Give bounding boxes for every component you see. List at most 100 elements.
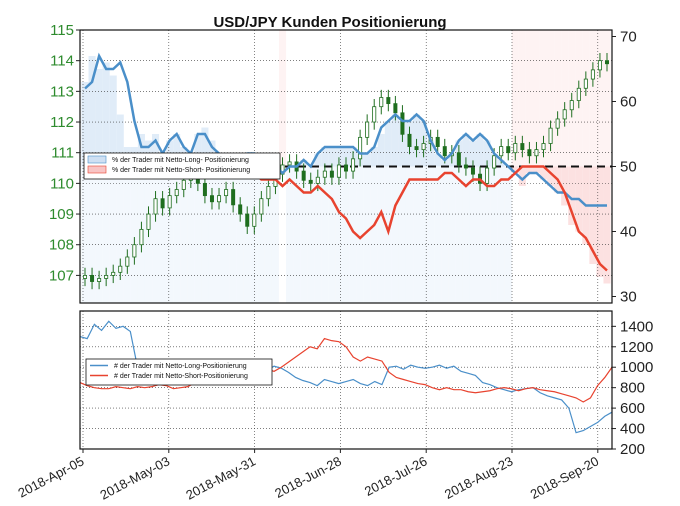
x-tick-label: 2018-Sep-20 [528, 453, 601, 502]
sentiment-band [321, 147, 329, 167]
sentiment-band-fill [405, 166, 414, 303]
sentiment-band-fill [589, 30, 597, 167]
left-tick-label: 113 [50, 83, 74, 100]
sentiment-band-fill [547, 30, 555, 167]
candle-body [231, 189, 236, 206]
sentiment-band [561, 166, 569, 206]
sentiment-band [476, 134, 484, 167]
sentiment-band [342, 147, 350, 167]
left-tick-label: 114 [50, 53, 74, 70]
candle-body [499, 146, 504, 157]
candle-body [209, 195, 214, 203]
sentiment-band [547, 166, 555, 186]
sentiment-band [391, 114, 399, 167]
sentiment-band [370, 147, 378, 167]
sentiment-band-fill [469, 166, 477, 303]
sentiment-band [116, 114, 124, 167]
sentiment-band [525, 166, 533, 173]
sentiment-band-fill [490, 166, 498, 303]
sentiment-band-fill [349, 166, 357, 303]
right-tick-label: 70 [620, 29, 637, 46]
sentiment-band-fill [180, 166, 188, 303]
sentiment-band [427, 140, 435, 167]
candle-body [520, 143, 525, 151]
sentiment-band [81, 82, 89, 167]
right-tick-label: 30 [620, 289, 637, 306]
right-tick-label: 40 [620, 224, 637, 241]
upper-legend: % der Trader mit Netto-Long- Positionier… [83, 152, 281, 180]
sentiment-band [201, 127, 209, 167]
candle-body [548, 127, 553, 144]
candle-body [245, 213, 250, 227]
candle-body [421, 143, 426, 151]
sentiment-band-fill [582, 30, 590, 167]
candle-body [372, 106, 377, 123]
sentiment-band-fill [377, 166, 385, 303]
candle-body [365, 121, 370, 138]
sentiment-band-fill [293, 166, 301, 303]
lower-legend: # der Trader mit Netto-Long-Positionieru… [85, 358, 273, 386]
legend-box [85, 358, 273, 386]
bottom-plot-frame [79, 310, 613, 450]
sentiment-band [102, 62, 110, 167]
net-short-count-line [79, 337, 613, 403]
sentiment-band-fill [335, 166, 343, 303]
sentiment-band-fill [194, 166, 202, 303]
sentiment-band-fill [455, 166, 463, 303]
sentiment-band-fill [159, 166, 167, 303]
sentiment-band-fill [413, 166, 421, 303]
right-tick-label: 60 [620, 94, 637, 111]
sentiment-band [328, 147, 336, 167]
candle-body [132, 244, 137, 258]
candle-body [329, 170, 334, 178]
candle-body [597, 60, 602, 71]
sentiment-band [483, 140, 491, 167]
sentiment-band [603, 166, 611, 284]
legend-swatch [87, 155, 107, 164]
x-tick-label: 2018-Aug-23 [442, 453, 515, 502]
legend-label: # der Trader mit Netto-Long-Positionieru… [114, 363, 247, 370]
sentiment-band-fill [257, 166, 265, 303]
candle-body [583, 78, 588, 89]
sentiment-band-fill [307, 166, 315, 303]
sentiment-band-fill [321, 166, 329, 303]
left-tick-label: 110 [50, 175, 74, 192]
candle-body [407, 133, 412, 147]
x-tick-label: 2018-May-03 [98, 453, 173, 502]
sentiment-band [314, 153, 322, 167]
x-tick-label: 2018-May-31 [183, 453, 258, 502]
net-long-percent-line [84, 52, 607, 207]
sentiment-band-fill [539, 30, 548, 167]
sentiment-band-fill [236, 166, 244, 303]
sentiment-band-fill [561, 30, 569, 167]
legend-label: % der Trader mit Netto-Long- Positionier… [112, 157, 249, 164]
sentiment-band-fill [420, 166, 428, 303]
sentiment-band-fill [518, 30, 526, 167]
sentiment-band [95, 69, 103, 167]
candle-body [90, 274, 95, 282]
sentiment-band-fill [201, 166, 209, 303]
candle-body [576, 87, 581, 101]
sentiment-band [539, 166, 548, 180]
candle-body [343, 164, 348, 172]
legend-label: % der Trader mit Netto-Short- Positionie… [112, 167, 250, 174]
right-tick-label: 800 [620, 380, 645, 397]
sentiment-band-fill [208, 166, 216, 303]
sentiment-band-fill [243, 166, 251, 303]
candle-body [492, 155, 497, 169]
candle-body [605, 60, 610, 65]
sentiment-band-fill [441, 166, 449, 303]
sentiment-band-fill [166, 166, 174, 303]
sentiment-band [511, 166, 519, 173]
candle-body [167, 195, 172, 209]
candle-body [111, 271, 116, 276]
candle-body [541, 143, 546, 151]
candle-body [590, 69, 595, 80]
sentiment-band-fill [109, 166, 117, 303]
right-tick-label: 1000 [620, 359, 653, 376]
right-tick-label: 1400 [620, 318, 653, 335]
candle-body [181, 179, 186, 190]
right-tick-label: 600 [620, 400, 645, 417]
sentiment-band-fill [462, 166, 470, 303]
left-tick-label: 107 [49, 267, 74, 284]
